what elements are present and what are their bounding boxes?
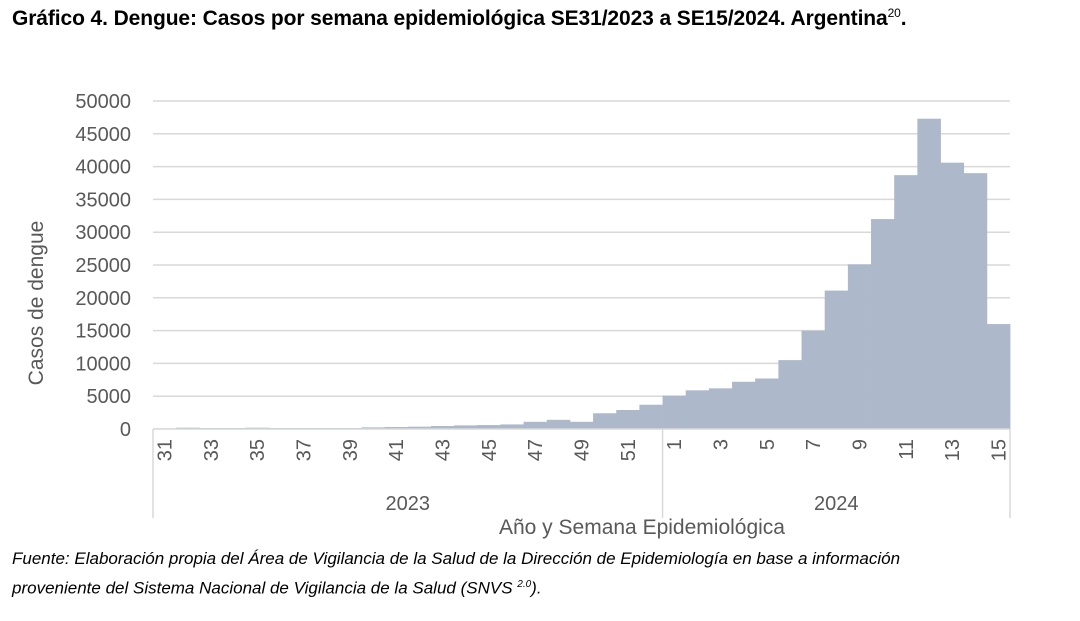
bar-2023-se41 (384, 427, 409, 429)
bar-2024-se7 (801, 330, 826, 429)
source-line-2-text: proveniente del Sistema Nacional de Vigi… (12, 578, 518, 598)
x-tick-label: 49 (572, 439, 594, 461)
x-tick-label: 33 (201, 439, 223, 461)
bar-2024-se2 (685, 390, 710, 429)
x-tick-label: 47 (525, 439, 547, 461)
bar-2023-se42 (407, 426, 432, 429)
bar-2024-se10 (871, 219, 895, 429)
y-tick-label: 20000 (75, 288, 131, 310)
x-tick-label: 15 (988, 439, 1010, 461)
chart-title-footnote: 20 (887, 6, 901, 20)
bar-2023-se43 (430, 426, 455, 429)
x-tick-label: 31 (155, 439, 177, 461)
x-tick-label: 35 (247, 439, 269, 461)
bars (153, 118, 1011, 429)
x-tick-label: 43 (433, 439, 455, 461)
bar-2024-se15 (986, 324, 1011, 429)
x-tick-label: 1 (664, 439, 686, 450)
bar-2023-se40 (361, 427, 386, 429)
dengue-bar-chart: 0 5000 10000 15000 20000 25000 30000 35000 40000… (25, 91, 1011, 539)
bar-2024-se5 (755, 378, 779, 429)
y-tick-label: 15000 (75, 321, 131, 343)
bar-2024-se3 (708, 388, 733, 429)
y-tick-label: 5000 (87, 386, 132, 408)
bar-2024-se8 (824, 290, 849, 429)
source-line-1: Fuente: Elaboración propia del Área de V… (12, 549, 901, 568)
bar-2024-se4 (732, 381, 756, 429)
source-note: Fuente: Elaboración propia del Área de V… (12, 546, 1072, 602)
source-sup: 2.0 (517, 579, 532, 590)
x-tick-label: 13 (942, 439, 964, 461)
y-tick-label: 45000 (75, 124, 131, 146)
bar-2024-se1 (662, 395, 687, 429)
x-tick-label: 7 (803, 439, 825, 450)
y-tick-label: 50000 (75, 91, 131, 113)
bar-2023-se50 (593, 413, 617, 429)
year-label-2023: 2023 (386, 493, 431, 515)
bar-2024-se13 (940, 162, 965, 429)
y-tick-label: 10000 (75, 353, 131, 375)
x-tick-label: 3 (710, 439, 732, 450)
x-tick-label: 51 (618, 439, 640, 461)
x-axis-title: Año y Semana Epidemiológica (499, 516, 785, 539)
chart-title-end: . (900, 7, 907, 30)
y-axis-title: Casos de dengue (25, 221, 48, 386)
x-tick-label: 9 (849, 439, 871, 450)
chart-title: Gráfico 4. Dengue: Casos por semana epid… (12, 6, 907, 31)
y-tick-label: 30000 (75, 222, 131, 244)
bar-2024-se14 (963, 173, 988, 429)
source-line-2: proveniente del Sistema Nacional de Vigi… (12, 572, 1072, 602)
y-tick-label: 35000 (75, 189, 131, 211)
chart-title-text: Gráfico 4. Dengue: Casos por semana epid… (12, 7, 888, 30)
year-label-2024: 2024 (814, 493, 859, 515)
bar-2023-se48 (546, 419, 571, 429)
y-tick-label: 0 (120, 419, 131, 441)
bar-2024-se12 (917, 118, 941, 429)
bar-2023-se45 (477, 425, 501, 429)
x-tick-label: 11 (896, 439, 918, 460)
bar-2023-se51 (616, 409, 640, 429)
y-tick-labels: 0 5000 10000 15000 20000 25000 30000 35000 40000… (75, 91, 131, 441)
bar-2023-se49 (569, 421, 594, 429)
y-tick-label: 25000 (75, 255, 131, 277)
bar-2023-se52 (639, 404, 663, 429)
x-tick-label: 5 (757, 439, 779, 450)
bar-2024-se6 (778, 360, 802, 429)
x-tick-label: 37 (294, 439, 316, 461)
x-tick-label: 41 (386, 439, 408, 461)
bar-2023-se44 (454, 425, 478, 429)
source-line-2-end: ). (531, 578, 542, 598)
y-tick-label: 40000 (75, 157, 131, 179)
bar-2024-se11 (894, 175, 918, 429)
bar-2024-se9 (847, 264, 872, 429)
bar-2023-se47 (523, 421, 548, 429)
x-tick-label: 39 (340, 439, 362, 461)
bar-2023-se46 (500, 424, 524, 429)
x-tick-label: 45 (479, 439, 501, 461)
